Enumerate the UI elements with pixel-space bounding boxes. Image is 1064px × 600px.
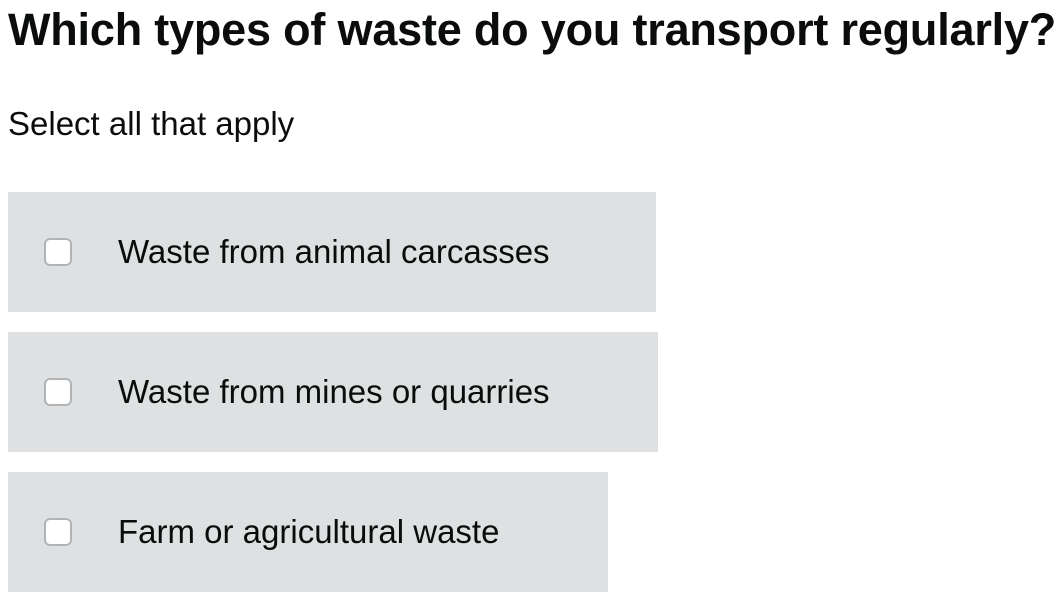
option-animal-carcasses[interactable]: Waste from animal carcasses (8, 192, 656, 312)
checkbox-animal-carcasses[interactable] (44, 238, 72, 266)
option-label-farm-agricultural[interactable]: Farm or agricultural waste (118, 513, 500, 550)
option-farm-agricultural[interactable]: Farm or agricultural waste (8, 472, 608, 592)
waste-type-checkbox-group: Waste from animal carcasses Waste from m… (8, 192, 708, 600)
option-label-animal-carcasses[interactable]: Waste from animal carcasses (118, 233, 550, 270)
checkbox-mines-quarries[interactable] (44, 378, 72, 406)
option-mines-quarries[interactable]: Waste from mines or quarries (8, 332, 658, 452)
checkbox-farm-agricultural[interactable] (44, 518, 72, 546)
hint-text: Select all that apply (8, 105, 295, 142)
option-label-mines-quarries[interactable]: Waste from mines or quarries (118, 373, 550, 410)
page-title: Which types of waste do you transport re… (8, 4, 1057, 55)
